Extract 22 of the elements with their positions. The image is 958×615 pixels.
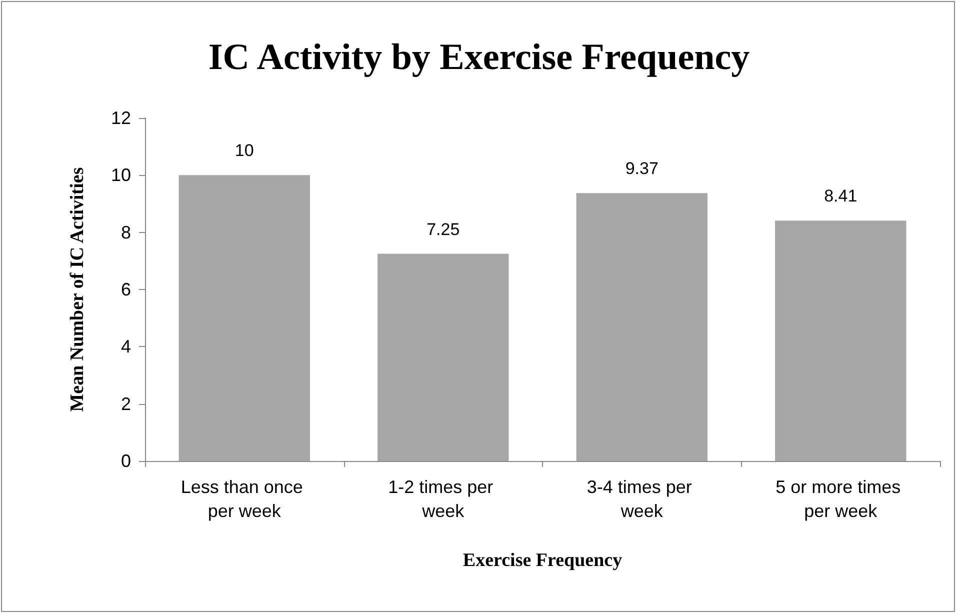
chart-title: IC Activity by Exercise Frequency [208, 37, 750, 78]
y-tick-label: 4 [120, 336, 131, 357]
y-tick-label: 12 [110, 108, 131, 128]
x-tick-label: 1-2 times per week [388, 477, 498, 521]
x-tick-label: Less than once per week [180, 477, 308, 521]
x-tick-label: 5 or more times per week [776, 477, 906, 521]
data-label: 8.41 [824, 186, 858, 206]
data-label: 7.25 [426, 220, 460, 239]
data-label: 9.37 [625, 159, 658, 178]
x-axis-title: Exercise Frequency [462, 550, 623, 571]
y-tick-label: 10 [110, 165, 131, 186]
y-tick-label: 6 [120, 280, 131, 300]
y-tick-label: 8 [120, 222, 131, 242]
x-tick-label: 3-4 times per week [586, 477, 697, 521]
bar [178, 175, 310, 461]
y-tick-label: 0 [120, 451, 131, 471]
bar [775, 220, 906, 461]
bar [378, 254, 509, 461]
y-axis-title: Mean Number of IC Activities [67, 167, 88, 412]
bar [576, 193, 708, 461]
data-label: 10 [234, 141, 254, 160]
y-tick-label: 2 [120, 394, 131, 414]
